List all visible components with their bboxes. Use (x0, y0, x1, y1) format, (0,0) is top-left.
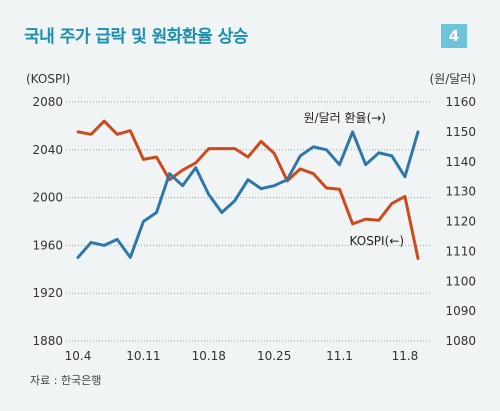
x-tick-label: 10.11 (126, 349, 160, 363)
kospi-line (76, 119, 420, 260)
exchange-rate-series-label: 원/달러 환율(→) (304, 111, 386, 125)
kospi-series-label: KOSPI(←) (350, 234, 404, 248)
right-tick-label: 1150 (445, 125, 476, 139)
exchange-rate-line (76, 130, 420, 259)
source-note: 자료 : 한국은행 (30, 374, 102, 387)
x-tick-label: 11.8 (392, 349, 419, 363)
left-tick-label: 2040 (32, 143, 63, 157)
left-axis-unit: (KOSPI) (26, 72, 70, 86)
right-tick-label: 1120 (445, 215, 476, 229)
x-tick-label: 11.1 (326, 349, 353, 363)
right-axis-unit: (원/달러) (429, 72, 476, 86)
left-tick-label: 1880 (32, 334, 63, 348)
x-tick-label: 10.25 (257, 349, 291, 363)
right-tick-label: 1080 (445, 334, 476, 348)
x-tick-label: 10.4 (65, 349, 92, 363)
x-tick-label: 10.18 (192, 349, 226, 363)
chart-title: 국내 주가 급락 및 원화환율 상승 (24, 27, 248, 47)
right-tick-label: 1160 (445, 95, 476, 109)
right-tick-label: 1140 (445, 155, 476, 169)
right-tick-label: 1090 (445, 304, 476, 318)
left-tick-label: 1960 (32, 238, 63, 252)
right-tick-label: 1110 (445, 244, 476, 258)
left-tick-label: 2000 (32, 191, 63, 205)
right-tick-label: 1100 (445, 274, 476, 288)
figure-number-badge: 4 (441, 24, 467, 48)
left-tick-label: 2080 (32, 95, 63, 109)
right-tick-label: 1130 (445, 185, 476, 199)
left-tick-label: 1920 (32, 286, 63, 300)
